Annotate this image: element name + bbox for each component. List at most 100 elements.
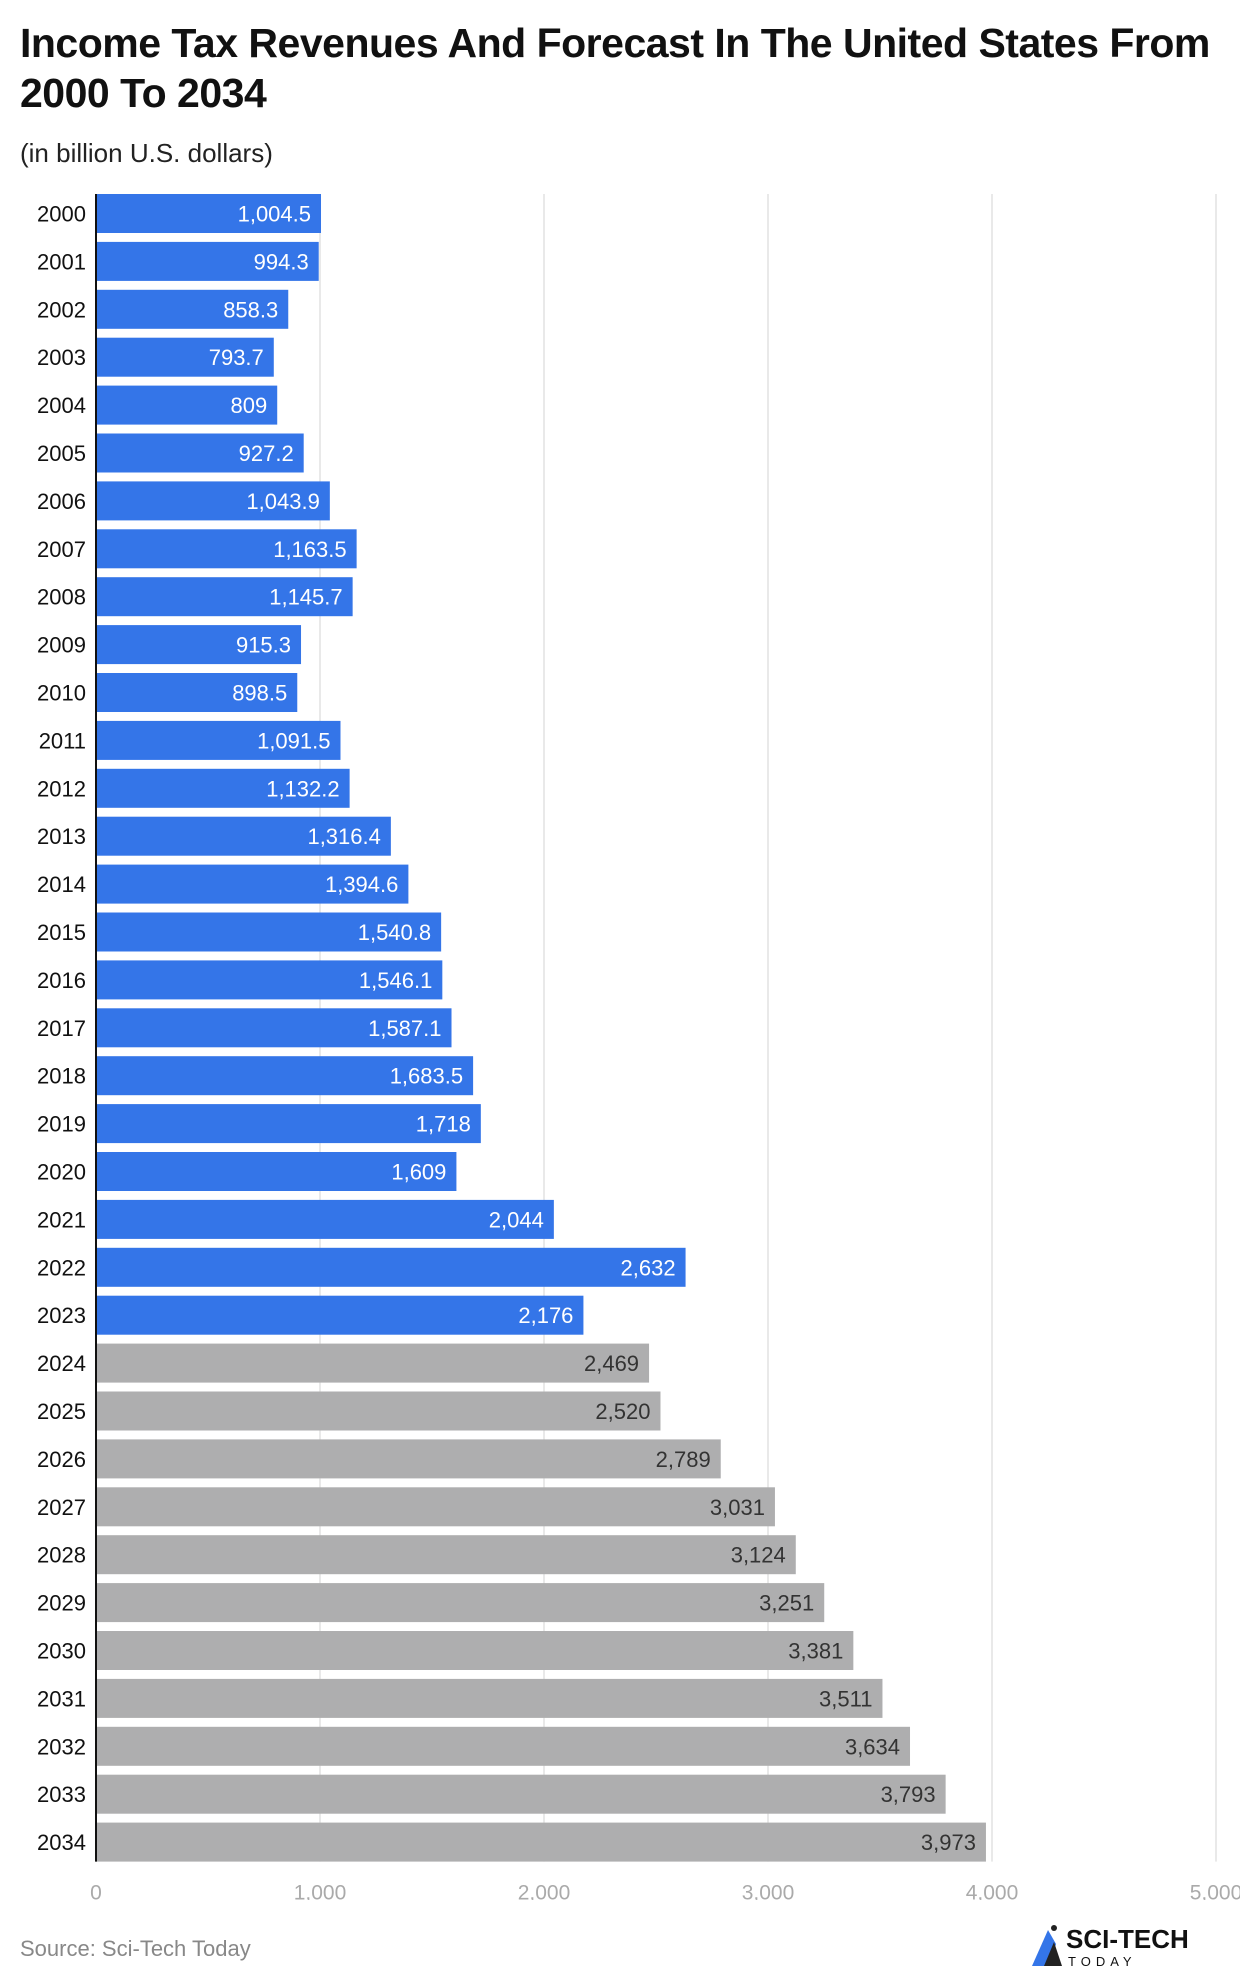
y-tick-label: 2015 — [37, 920, 86, 945]
data-label: 2,632 — [621, 1255, 676, 1280]
bar — [96, 625, 302, 665]
svg-text:TODAY: TODAY — [1068, 1954, 1137, 1969]
y-tick-label: 2006 — [37, 489, 86, 514]
y-tick-label: 2034 — [37, 1830, 86, 1855]
data-label: 3,973 — [921, 1830, 976, 1855]
bar — [96, 1104, 481, 1144]
y-tick-label: 2012 — [37, 776, 86, 801]
data-label: 1,394.6 — [325, 872, 398, 897]
data-label: 2,469 — [584, 1351, 639, 1376]
y-tick-label: 2023 — [37, 1303, 86, 1328]
bar — [96, 433, 304, 473]
y-tick-label: 2016 — [37, 968, 86, 993]
data-label: 3,511 — [819, 1686, 872, 1711]
y-tick-label: 2025 — [37, 1399, 86, 1424]
y-tick-label: 2033 — [37, 1782, 86, 1807]
y-tick-label: 2026 — [37, 1447, 86, 1472]
bar — [96, 577, 353, 617]
data-label: 3,031 — [710, 1495, 765, 1520]
data-label: 1,004.5 — [238, 202, 311, 227]
y-tick-label: 2018 — [37, 1064, 86, 1089]
bar — [96, 1391, 661, 1431]
data-label: 1,609 — [391, 1160, 446, 1185]
bar — [96, 1199, 554, 1239]
y-tick-label: 2011 — [39, 728, 86, 753]
bar — [96, 1583, 825, 1623]
y-tick-label: 2005 — [37, 441, 86, 466]
chart-subtitle: (in billion U.S. dollars) — [20, 138, 273, 168]
data-label: 1,145.7 — [269, 585, 342, 610]
bar — [96, 1774, 946, 1814]
y-tick-label: 2007 — [37, 537, 86, 562]
bar — [96, 816, 391, 856]
bar — [96, 1726, 911, 1766]
bar — [96, 241, 319, 281]
data-label: 2,789 — [656, 1447, 711, 1472]
y-tick-label: 2001 — [37, 249, 86, 274]
data-label: 1,540.8 — [358, 920, 431, 945]
bar — [96, 1152, 457, 1191]
data-label: 1,316.4 — [307, 824, 380, 849]
data-label: 3,793 — [881, 1782, 936, 1807]
y-tick-label: 2030 — [37, 1639, 86, 1664]
bar — [96, 960, 443, 1000]
bar — [96, 1008, 452, 1048]
x-tick-label: 4,000 — [966, 1882, 1019, 1900]
y-tick-label: 2021 — [37, 1207, 86, 1232]
y-tick-label: 2031 — [37, 1686, 86, 1711]
data-label: 3,381 — [788, 1639, 843, 1664]
bar — [96, 529, 357, 569]
data-label: 793.7 — [209, 345, 264, 370]
bar — [96, 1343, 650, 1383]
bar — [96, 481, 330, 521]
bar — [96, 864, 409, 904]
bar-chart: 0 1,000 2,000 3,000 4,000 5,000 2000 1,004.5 200… — [37, 194, 1240, 1900]
svg-text:SCI-TECH: SCI-TECH — [1066, 1924, 1189, 1954]
y-tick-label: 2029 — [37, 1591, 86, 1616]
bar — [96, 1535, 796, 1575]
y-tick-label: 2009 — [37, 633, 86, 658]
bar — [96, 385, 278, 425]
y-tick-label: 2027 — [37, 1495, 86, 1520]
data-label: 1,546.1 — [359, 968, 432, 993]
y-tick-label: 2022 — [37, 1255, 86, 1280]
y-tick-label: 2004 — [37, 393, 86, 418]
bar — [96, 673, 298, 712]
bar — [96, 1247, 686, 1287]
y-tick-label: 2002 — [37, 297, 86, 322]
data-label: 1,683.5 — [390, 1064, 463, 1089]
y-tick-label: 2003 — [37, 345, 86, 370]
x-tick-label: 5,000 — [1190, 1882, 1240, 1900]
x-tick-label: 3,000 — [742, 1882, 795, 1900]
data-label: 915.3 — [236, 633, 291, 658]
bar — [96, 1056, 474, 1096]
y-tick-label: 2014 — [37, 872, 86, 897]
data-label: 1,163.5 — [273, 537, 346, 562]
x-tick-label: 0 — [90, 1882, 102, 1900]
y-tick-label: 2028 — [37, 1543, 86, 1568]
bar — [96, 1439, 721, 1479]
y-tick-label: 2032 — [37, 1734, 86, 1759]
data-label: 927.2 — [239, 441, 294, 466]
chart-title: Income Tax Revenues And Forecast In The … — [20, 20, 1210, 116]
data-label: 809 — [230, 393, 267, 418]
data-label: 3,124 — [731, 1543, 786, 1568]
bar — [96, 768, 350, 808]
y-tick-label: 2010 — [37, 681, 86, 706]
data-label: 1,091.5 — [257, 728, 330, 753]
data-label: 1,132.2 — [266, 776, 339, 801]
x-tick-label: 1,000 — [294, 1882, 347, 1900]
bar — [96, 289, 289, 329]
data-label: 858.3 — [223, 297, 278, 322]
data-label: 3,634 — [845, 1734, 900, 1759]
y-tick-label: 2013 — [37, 824, 86, 849]
y-tick-label: 2024 — [37, 1351, 86, 1376]
data-label: 2,044 — [489, 1207, 544, 1232]
bar — [96, 1487, 775, 1527]
sci-tech-logo: SCI-TECH TODAY — [1032, 1924, 1189, 1969]
bar — [96, 1295, 584, 1335]
bar — [96, 1631, 854, 1670]
y-tick-label: 2019 — [37, 1112, 86, 1137]
y-tick-label: 2020 — [37, 1160, 86, 1185]
